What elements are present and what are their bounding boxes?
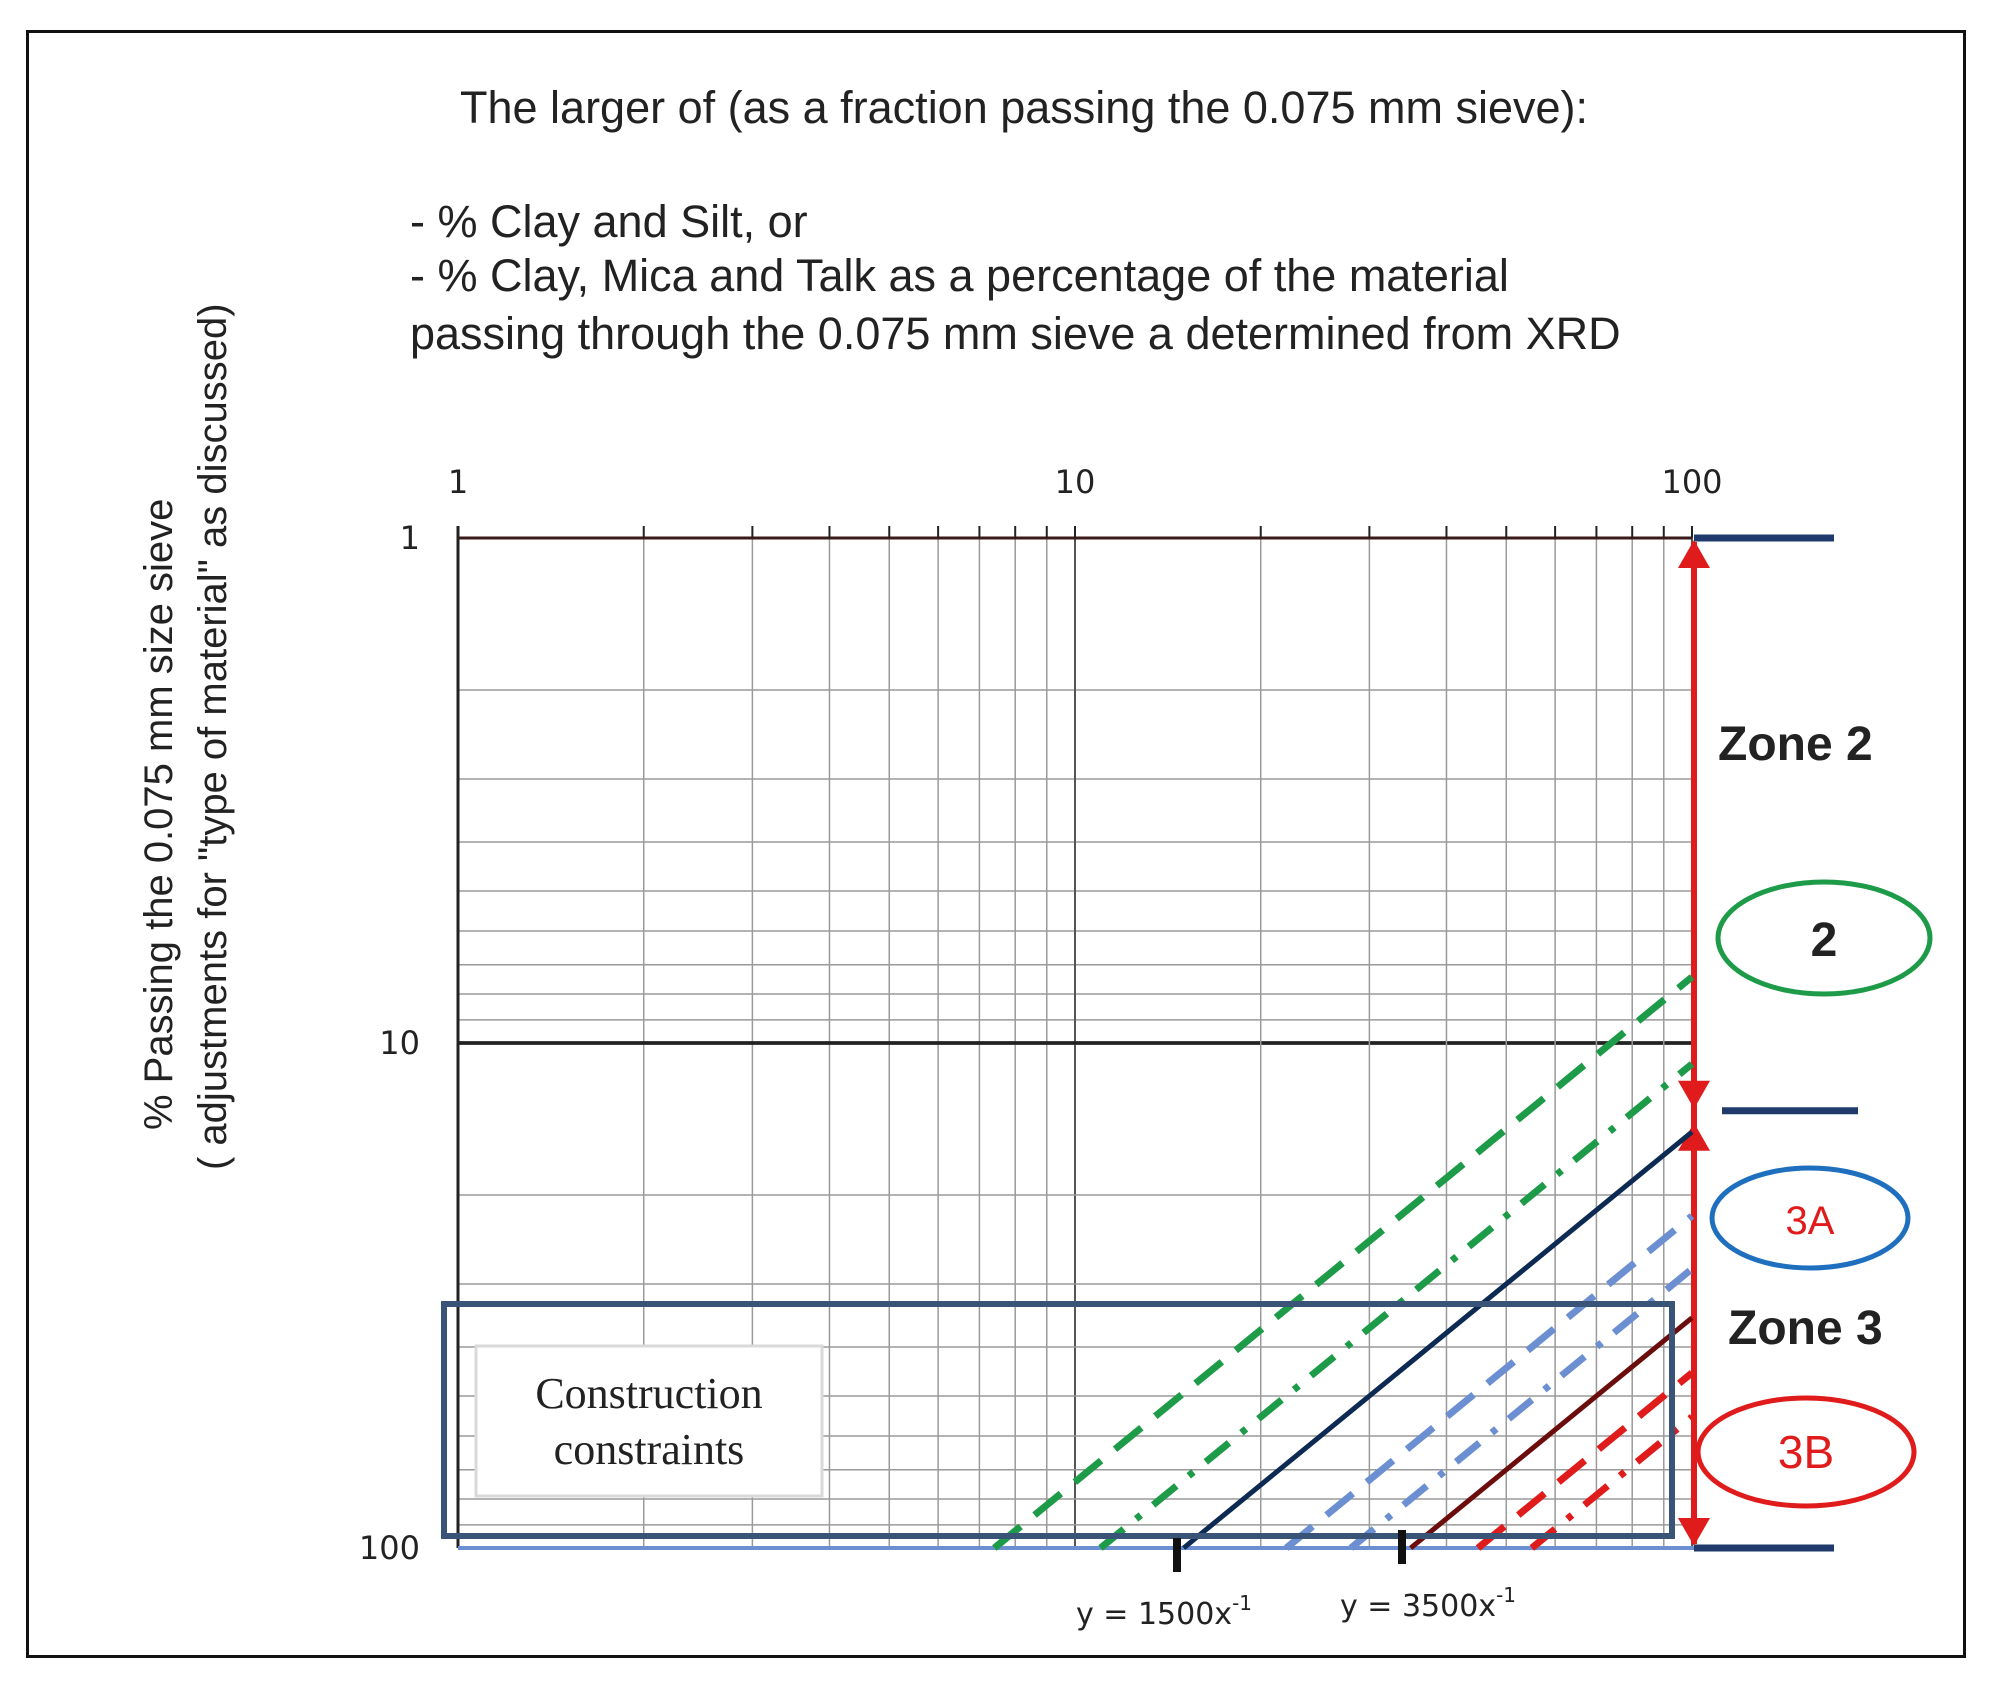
data-series <box>458 974 1695 1551</box>
equation-2: y = 3500x-1 <box>1340 1583 1516 1624</box>
description-line-3: passing through the 0.075 mm sieve a det… <box>410 308 1621 359</box>
construction-constraints-line-2: constraints <box>554 1425 745 1474</box>
construction-constraints-label-box <box>474 1344 824 1498</box>
description-line-1: - % Clay and Silt, or <box>410 196 808 247</box>
equation-2-text: y = 3500x <box>1340 1589 1496 1624</box>
zone-2-arrow-head-bottom <box>1678 1080 1710 1109</box>
series-line-red-dashed <box>1475 1370 1695 1551</box>
badge-2-label: 2 <box>1811 914 1838 967</box>
eq1-marker <box>1173 1538 1181 1572</box>
series-line-blue_dark-solid <box>1182 1129 1694 1550</box>
series-line-green-dashed <box>992 974 1695 1551</box>
series-line-blue_light-dashed <box>1284 1213 1695 1551</box>
y-tick-label: 1 <box>400 519 420 557</box>
y-tick-label: 10 <box>379 1024 420 1062</box>
badge-3b-ellipse <box>1695 1395 1917 1509</box>
axes: 1 10 100 1 10 100 <box>359 463 1858 1567</box>
construction-constraints-box <box>441 1301 1675 1539</box>
equation-2-exponent: -1 <box>1496 1583 1516 1607</box>
zone-3-arrow-head-top <box>1678 1122 1710 1151</box>
zone-2-arrow-head-top <box>1678 540 1710 568</box>
badge-3a-ellipse <box>1709 1165 1911 1271</box>
series-line-blue_light-dash-dot <box>1348 1266 1695 1551</box>
figure-frame <box>26 30 1966 1658</box>
zone-3-arrow-head-bottom <box>1678 1518 1710 1546</box>
y-tick-label: 100 <box>359 1529 420 1567</box>
annotations: % Passing the 0.075 mm size sieve ( adju… <box>137 303 1933 1632</box>
y-axis-label-line-1: % Passing the 0.075 mm size sieve <box>137 499 181 1130</box>
eq2-marker <box>1398 1530 1406 1564</box>
x-tick-label: 100 <box>1661 463 1722 501</box>
badge-3a-label: 3A <box>1786 1199 1835 1243</box>
badge-2-ellipse <box>1715 879 1933 997</box>
equation-1-text: y = 1500x <box>1076 1597 1232 1632</box>
x-tick-label: 10 <box>1055 463 1096 501</box>
zone-3-label: Zone 3 <box>1728 1302 1883 1355</box>
description-line-2: - % Clay, Mica and Talk as a percentage … <box>410 250 1509 301</box>
equation-1-exponent: -1 <box>1232 1591 1252 1615</box>
equation-1: y = 1500x-1 <box>1076 1591 1252 1632</box>
zone-2-label: Zone 2 <box>1718 718 1873 771</box>
figure-title: The larger of (as a fraction passing the… <box>460 82 1589 133</box>
badge-3b-label: 3B <box>1778 1426 1834 1478</box>
series-line-dark_red-solid <box>1409 1315 1694 1550</box>
y-axis-label-line-2: ( adjustments for "type of material" as … <box>191 303 235 1170</box>
series-line-green-dash-dot <box>1098 1061 1695 1551</box>
construction-constraints-line-1: Construction <box>535 1369 762 1418</box>
x-tick-label: 1 <box>448 463 468 501</box>
